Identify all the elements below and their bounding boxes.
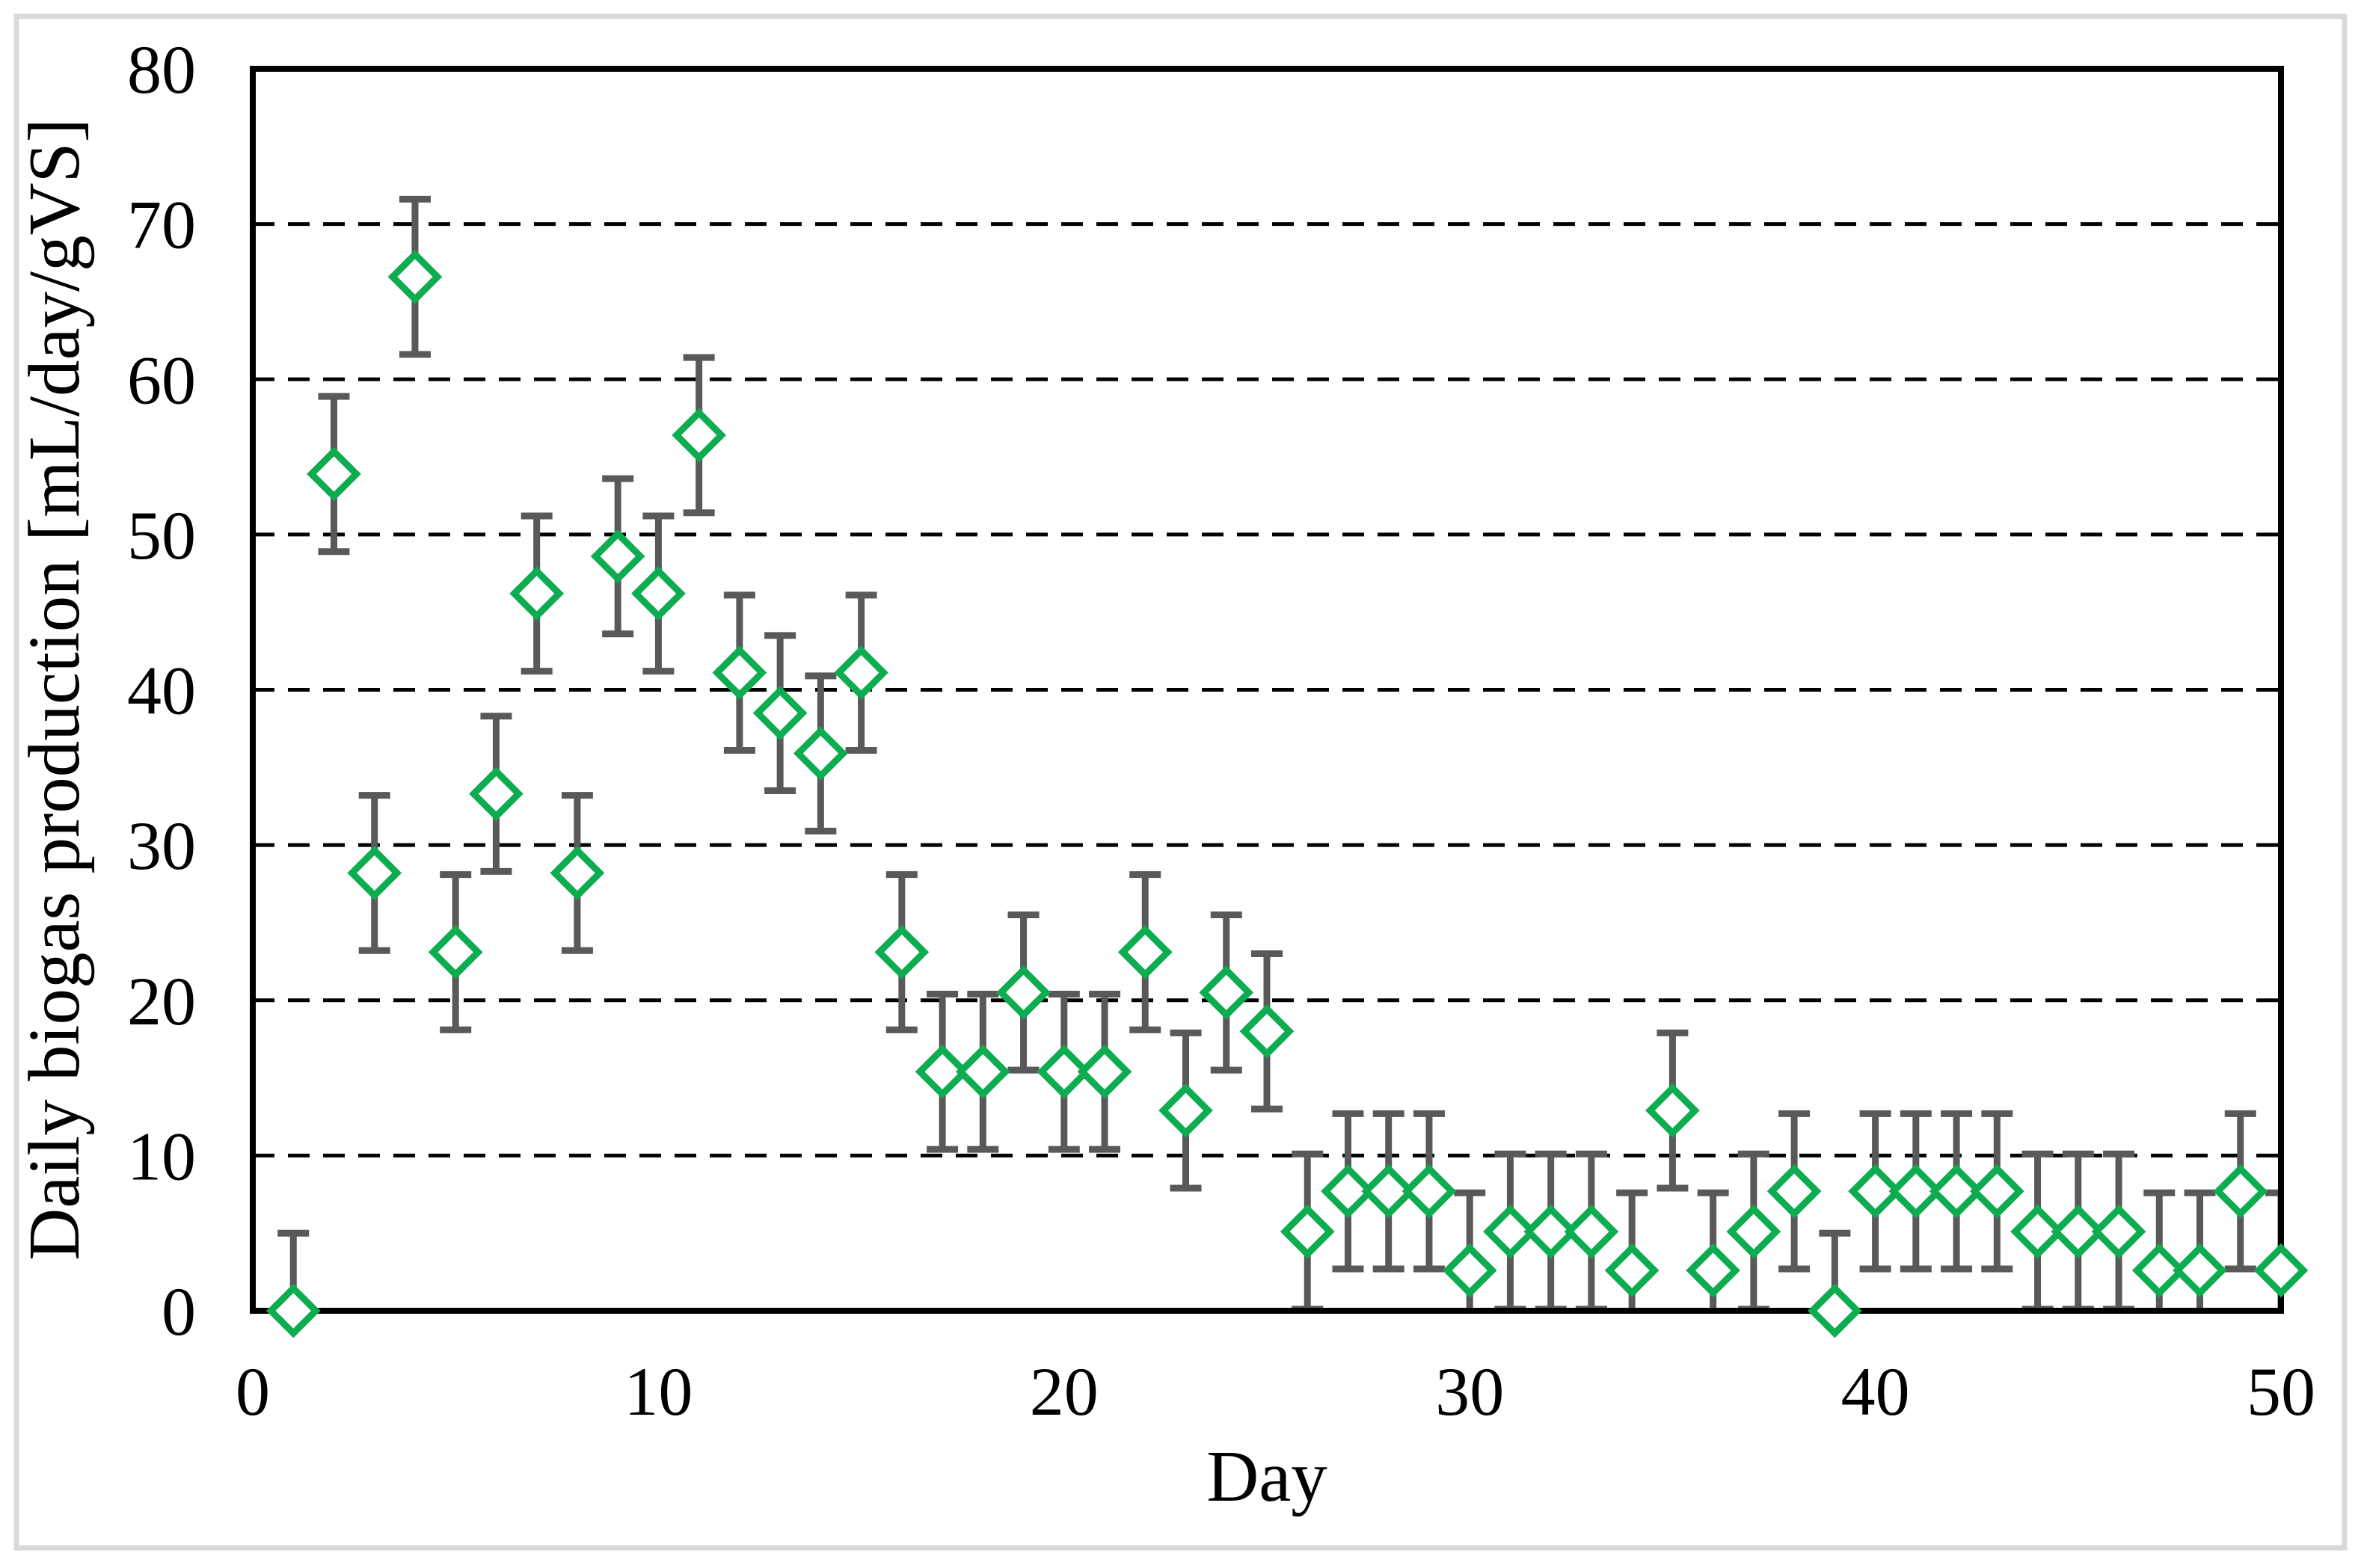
data-point-marker <box>996 965 1051 1020</box>
data-point-marker <box>1523 1204 1579 1259</box>
y-tick-label: 10 <box>127 1118 196 1194</box>
data-point-marker <box>265 1283 321 1338</box>
y-tick-label: 0 <box>162 1273 196 1350</box>
data-point-marker <box>307 446 361 502</box>
data-point-marker <box>1483 1204 1538 1259</box>
data-point-marker <box>1158 1083 1213 1138</box>
data-point-marker <box>1280 1204 1335 1259</box>
y-tick-label: 70 <box>127 187 196 263</box>
x-axis-title: Day <box>1206 1436 1327 1516</box>
data-point-marker <box>2010 1204 2065 1259</box>
data-point-marker <box>1969 1163 2024 1219</box>
data-point-marker <box>1321 1163 1375 1219</box>
x-tick-label: 40 <box>1841 1353 1910 1430</box>
data-point-marker <box>1239 1003 1295 1059</box>
plot-area-border <box>250 66 2284 1314</box>
data-point-marker <box>793 726 848 781</box>
x-tick-label: 0 <box>236 1353 270 1430</box>
data-point-marker <box>2051 1204 2106 1259</box>
figure-border <box>13 13 2348 1551</box>
x-tick-label: 50 <box>2247 1353 2315 1430</box>
y-tick-label: 20 <box>127 963 196 1039</box>
x-tick-label: 10 <box>624 1353 693 1430</box>
data-point-marker <box>874 925 930 980</box>
data-point-marker <box>1117 925 1173 980</box>
data-point-marker <box>1929 1163 1984 1219</box>
data-point-marker <box>2131 1243 2187 1298</box>
data-point-marker <box>387 249 443 304</box>
data-point-marker <box>347 846 402 900</box>
data-point-marker <box>2253 1243 2309 1298</box>
data-point-marker <box>469 766 524 821</box>
data-point-marker <box>1604 1243 1660 1298</box>
data-point-marker <box>712 645 767 701</box>
data-point-marker <box>590 529 645 584</box>
data-point-marker <box>1361 1163 1416 1219</box>
data-point-marker <box>752 686 808 741</box>
data-point-marker <box>834 645 888 701</box>
x-tick-label: 30 <box>1435 1353 1504 1430</box>
data-point-marker <box>672 408 727 463</box>
data-point-marker <box>1442 1243 1497 1298</box>
data-point-marker <box>631 566 686 621</box>
data-point-marker <box>1037 1044 1092 1099</box>
y-tick-label: 60 <box>127 342 196 418</box>
x-tick-label: 20 <box>1030 1353 1099 1430</box>
y-tick-label: 40 <box>127 653 196 729</box>
data-point-marker <box>1848 1163 1903 1219</box>
data-point-marker <box>428 925 483 980</box>
data-point-marker <box>2213 1163 2268 1219</box>
tick-labels-layer: 0 10 20 30 40 50 60 70 80 0 10 20 30 40 50 <box>127 31 2315 1430</box>
data-point-marker <box>1645 1083 1700 1138</box>
data-point-marker <box>1401 1163 1457 1219</box>
data-point-marker <box>1888 1163 1944 1219</box>
data-point-marker <box>1726 1204 1781 1259</box>
data-point-marker <box>1564 1204 1619 1259</box>
data-point-marker <box>915 1044 970 1099</box>
gridlines-layer <box>253 222 2281 1157</box>
data-point-marker <box>550 846 605 900</box>
markers-layer <box>265 249 2309 1338</box>
data-point-marker <box>1199 965 1254 1020</box>
y-tick-label: 30 <box>127 808 196 884</box>
data-point-marker <box>1686 1243 1741 1298</box>
data-point-marker <box>1077 1044 1132 1099</box>
data-point-marker <box>1766 1163 1822 1219</box>
data-point-marker <box>2091 1204 2146 1259</box>
y-axis-title: Daily biogas production [mL/day/gVS] <box>14 118 94 1261</box>
y-tick-label: 80 <box>127 31 196 108</box>
y-tick-label: 50 <box>127 497 196 574</box>
data-point-marker <box>509 566 565 621</box>
data-point-marker <box>1807 1283 1862 1338</box>
data-point-marker <box>955 1044 1010 1099</box>
data-point-marker <box>2173 1243 2227 1298</box>
